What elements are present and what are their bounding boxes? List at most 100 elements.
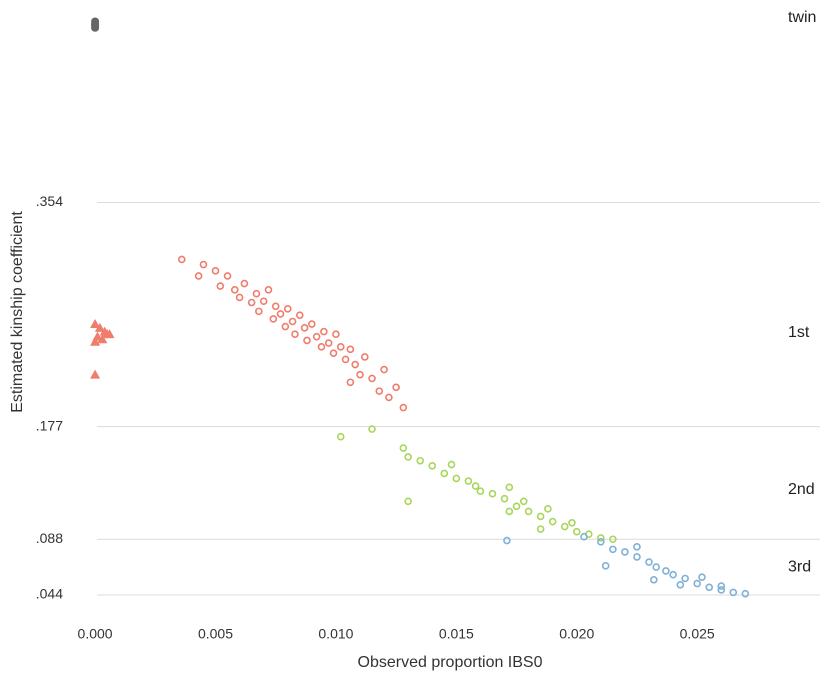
y-tick-label: .177 <box>36 417 63 433</box>
point <box>705 583 714 592</box>
point <box>572 527 581 536</box>
point <box>385 393 393 402</box>
degree-label: twin <box>788 9 816 26</box>
point <box>580 532 588 541</box>
point <box>291 330 299 338</box>
point <box>399 444 408 452</box>
point <box>368 425 376 433</box>
degree-label: 3rd <box>788 558 811 575</box>
point <box>90 336 101 346</box>
point <box>548 517 557 526</box>
point <box>560 522 569 531</box>
point <box>544 505 552 513</box>
point <box>471 482 480 490</box>
point <box>332 330 340 338</box>
point <box>300 324 309 332</box>
point <box>536 512 545 521</box>
point <box>621 548 629 556</box>
point <box>351 360 359 369</box>
y-tick-label: .354 <box>36 193 63 209</box>
point <box>320 327 328 336</box>
point <box>440 469 449 478</box>
point <box>264 286 273 294</box>
point <box>283 305 292 313</box>
point <box>346 345 355 354</box>
point <box>240 279 249 288</box>
point <box>717 586 726 594</box>
point <box>97 334 108 344</box>
point <box>281 322 290 331</box>
point <box>336 432 345 441</box>
point <box>652 563 661 571</box>
point <box>464 477 473 485</box>
x-tick-label: 0.020 <box>559 626 594 642</box>
point <box>447 460 456 469</box>
point <box>329 349 338 357</box>
point <box>255 307 263 316</box>
point <box>276 310 285 318</box>
point <box>729 588 738 597</box>
point <box>90 369 101 379</box>
point <box>597 537 605 546</box>
point <box>633 543 641 551</box>
point <box>597 534 605 542</box>
point <box>312 332 321 341</box>
point <box>676 581 685 589</box>
x-tick-label: 0.025 <box>680 626 715 642</box>
point <box>271 302 280 311</box>
point <box>519 497 528 506</box>
point <box>669 570 677 579</box>
point <box>662 567 670 575</box>
point <box>536 525 545 533</box>
point <box>90 319 101 329</box>
point <box>717 582 726 590</box>
point <box>399 403 408 412</box>
point <box>303 336 311 345</box>
x-tick-label: 0.000 <box>78 626 113 642</box>
y-tick-label: .088 <box>36 530 63 546</box>
point <box>235 293 244 302</box>
point <box>392 383 400 392</box>
point <box>368 374 376 383</box>
y-tick-label: .044 <box>36 586 63 602</box>
point <box>416 456 425 465</box>
point <box>247 298 256 307</box>
point <box>681 574 689 583</box>
x-tick-label: 0.015 <box>439 626 474 642</box>
point <box>500 494 509 503</box>
point <box>698 573 706 582</box>
point <box>503 536 511 545</box>
x-axis-title: Observed proportion IBS0 <box>358 654 543 671</box>
point <box>476 487 485 495</box>
point <box>693 579 701 588</box>
point <box>269 315 278 323</box>
point <box>609 535 617 544</box>
point <box>341 355 350 364</box>
point <box>645 558 653 566</box>
point <box>512 502 521 511</box>
degree-label: 1st <box>788 324 810 341</box>
x-tick-label: 0.010 <box>318 626 353 642</box>
point <box>94 322 105 332</box>
point <box>505 483 514 492</box>
point <box>404 453 412 461</box>
y-axis-title: Estimated kinship coefficient <box>9 211 26 413</box>
point <box>252 289 261 298</box>
point <box>223 272 232 280</box>
point <box>288 317 297 326</box>
point <box>428 462 437 470</box>
point <box>102 329 113 339</box>
point <box>199 260 208 269</box>
point <box>91 23 100 32</box>
point <box>609 545 617 554</box>
point <box>230 286 239 294</box>
point <box>216 282 225 290</box>
point <box>452 474 461 483</box>
point <box>194 272 203 280</box>
point <box>259 297 268 306</box>
point <box>295 311 304 319</box>
point <box>177 255 186 264</box>
point <box>505 507 514 516</box>
